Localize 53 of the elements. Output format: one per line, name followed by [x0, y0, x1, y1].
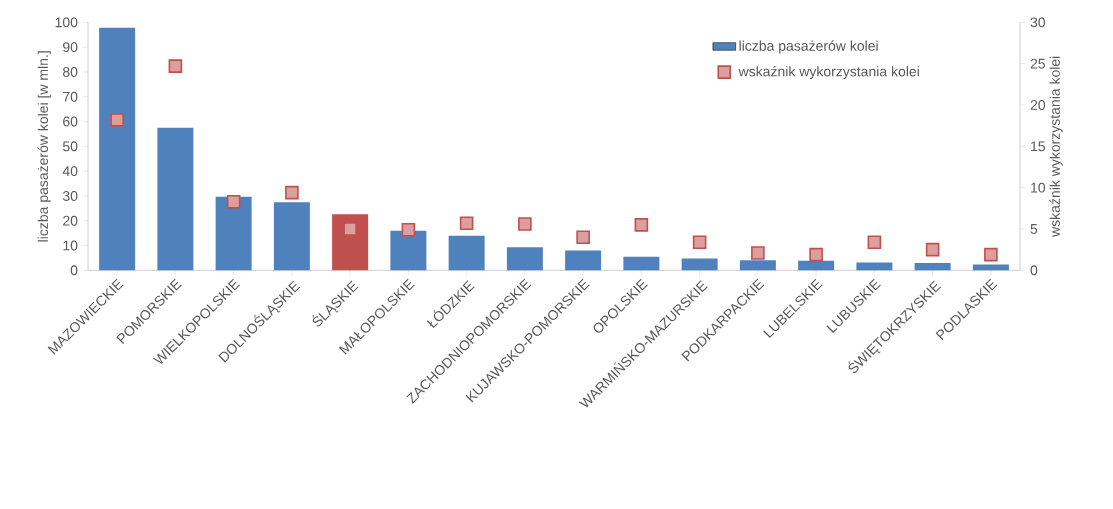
point [459, 216, 474, 230]
y2-tick-label: 10 [1031, 182, 1046, 193]
bar [332, 214, 369, 271]
bar [448, 235, 485, 271]
point [692, 235, 707, 250]
y2-axis-title: wskaźnik wykorzystania kolei [1049, 56, 1063, 237]
bar [565, 250, 602, 271]
y-tick-label: 60 [63, 116, 78, 127]
y2-tick-label: 15 [1031, 141, 1046, 152]
y-tick-label: 70 [63, 91, 78, 102]
point [226, 194, 241, 209]
y-tick-label: 20 [63, 215, 78, 226]
point [518, 217, 532, 231]
bar [215, 196, 252, 271]
point [634, 218, 649, 232]
bar [157, 127, 194, 271]
bar [681, 258, 718, 271]
legend-label: liczba pasażerów kolei [739, 40, 878, 54]
point [809, 247, 823, 262]
y2-tick-label: 30 [1030, 17, 1046, 28]
bar [623, 256, 660, 271]
y-tick-label: 10 [63, 240, 78, 251]
point [751, 246, 765, 260]
y-tick-label: 40 [62, 166, 78, 177]
y-tick-label: 100 [55, 17, 78, 28]
bar [856, 262, 893, 271]
point [925, 242, 940, 257]
y-axis-title: liczba pasażerów kolei [w mln.] [37, 51, 51, 242]
bar [739, 260, 776, 271]
bar [798, 260, 835, 271]
y-tick-label: 80 [63, 66, 78, 77]
bar [506, 247, 543, 271]
point [168, 59, 183, 73]
y2-tick-label: 25 [1030, 58, 1046, 69]
bar [99, 27, 136, 271]
y-tick-label: 0 [70, 265, 78, 276]
point [867, 235, 882, 250]
bar [390, 230, 427, 271]
point [576, 230, 590, 245]
y2-tick-label: 5 [1030, 224, 1038, 234]
point [401, 223, 416, 237]
y-tick-label: 30 [62, 190, 78, 201]
y-tick-label: 50 [62, 141, 78, 152]
y2-tick-label: 0 [1030, 265, 1038, 276]
y-tick-label: 90 [63, 42, 78, 53]
point [285, 185, 299, 200]
point [110, 113, 124, 127]
bar [914, 262, 951, 271]
point [984, 247, 998, 262]
y2-tick-label: 20 [1030, 100, 1046, 110]
legend-label: wskaźnik wykorzystania kolei [738, 65, 919, 80]
point [343, 222, 357, 236]
bar [273, 202, 310, 271]
